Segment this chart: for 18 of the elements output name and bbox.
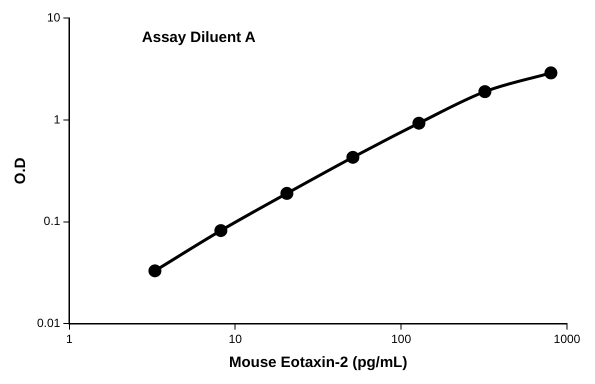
point [478, 85, 492, 98]
point [148, 264, 162, 278]
text: Assay Diluent A [142, 28, 256, 46]
point [412, 116, 426, 130]
x-tick-label: 100 [391, 332, 412, 346]
y-tick-label: 10 [46, 10, 61, 25]
x-tick-label: 10 [228, 332, 242, 346]
x-tick-label: 1000 [554, 332, 581, 346]
y-tick-label: 0.1 [44, 214, 61, 228]
point [214, 224, 228, 238]
y-axis-title: O.D [12, 157, 30, 184]
point [280, 186, 294, 200]
y-tick-label: 0.01 [36, 316, 61, 330]
y-tick-label: 1 [54, 112, 61, 126]
point [544, 66, 558, 80]
x-axis-title: Mouse Eotaxin-2 (pg/mL) [229, 354, 408, 372]
x-tick-label: 1 [66, 332, 74, 346]
point [346, 150, 360, 164]
